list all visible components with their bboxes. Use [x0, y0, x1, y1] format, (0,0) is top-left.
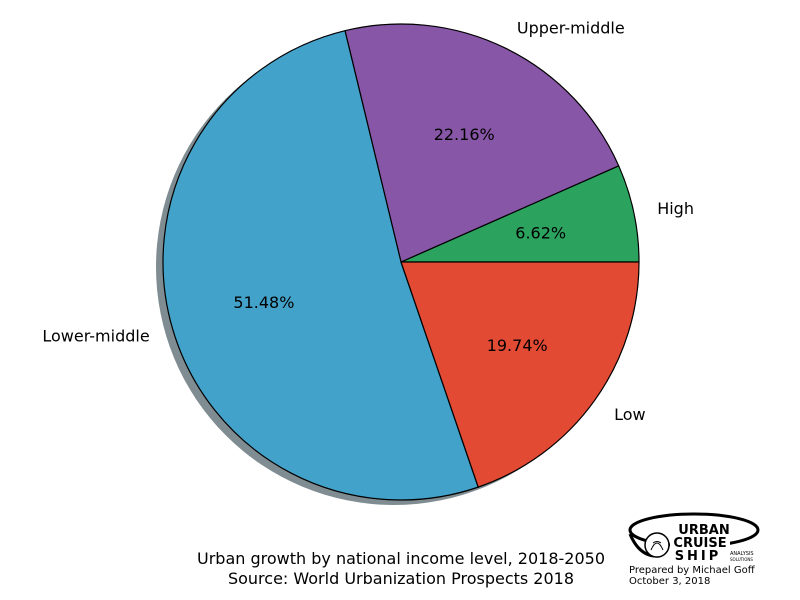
- slice-percent-high: 6.62%: [515, 224, 566, 243]
- logo-tagline-1: ANALYSIS: [730, 551, 754, 557]
- logo-word-1: URBAN: [678, 523, 729, 538]
- chart-title: Urban growth by national income level, 2…: [197, 549, 605, 568]
- slice-label-low: Low: [614, 405, 646, 424]
- slice-label-upper-middle: Upper-middle: [517, 18, 625, 37]
- prepared-by-text: Prepared by Michael Goff: [629, 565, 755, 576]
- logo-word-3: SHIP: [675, 549, 722, 564]
- slice-label-lower-middle: Lower-middle: [42, 326, 149, 345]
- chart-subtitle: Source: World Urbanization Prospects 201…: [227, 569, 575, 588]
- logo-tagline-2: SOLUTIONS: [730, 557, 753, 562]
- pie-labels: High 6.62% Upper-middle 22.16% Lower-middle 5…: [42, 18, 694, 424]
- pie-slice-low: [400, 261, 640, 488]
- prepared-date-text: October 3, 2018: [629, 576, 711, 587]
- pie-slice-lower-middle: [162, 30, 479, 501]
- slice-percent-low: 19.74%: [487, 336, 548, 355]
- slice-label-high: High: [657, 199, 694, 218]
- pie-slices: [162, 23, 640, 501]
- slice-percent-upper-middle: 22.16%: [434, 125, 495, 144]
- slice-percent-lower-middle: 51.48%: [233, 293, 294, 312]
- urban-cruise-ship-logo: URBAN CRUISE SHIP ANALYSIS SOLUTIONS: [628, 512, 760, 564]
- pie-slice-upper-middle: [344, 23, 620, 263]
- logo-word-2: CRUISE: [673, 536, 726, 551]
